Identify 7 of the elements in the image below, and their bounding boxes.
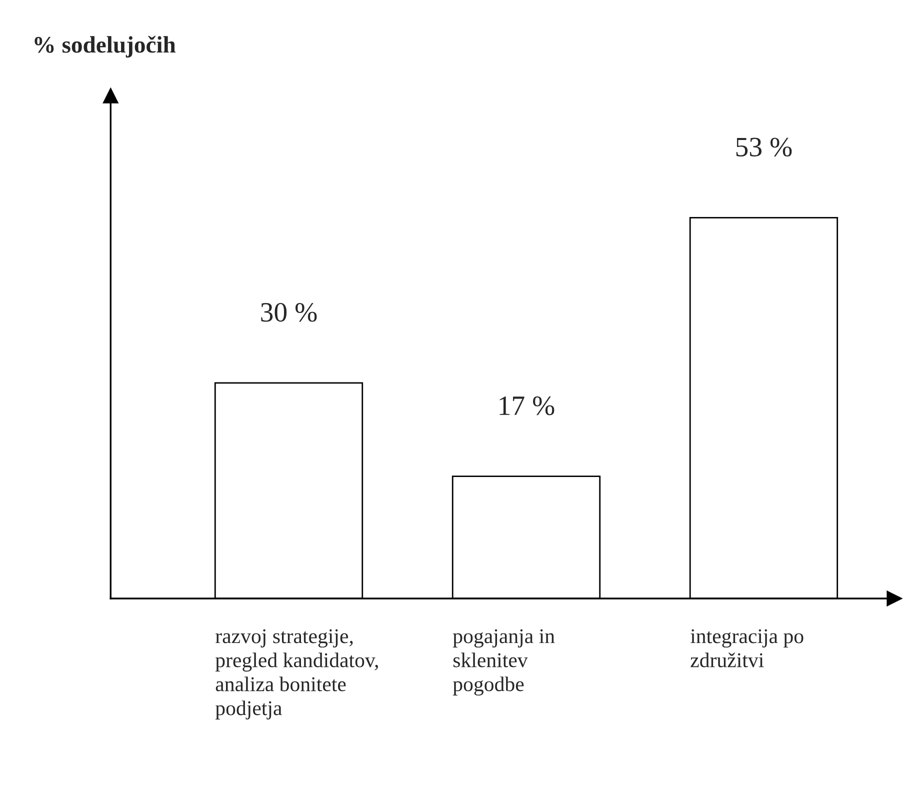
x-tick-label: pogajanja in sklenitev pogodbe [452, 629, 555, 696]
x-tick-label: razvoj strategije, pregled kandidatov, analiza bonitete podjetja [215, 629, 378, 720]
x-tick-label: integracija po združitvi [690, 629, 804, 668]
data-label: 53 % [736, 138, 792, 157]
data-label: 17 % [500, 396, 554, 416]
text: % sodelujočih [34, 36, 176, 58]
data-label: 30 % [261, 302, 317, 322]
